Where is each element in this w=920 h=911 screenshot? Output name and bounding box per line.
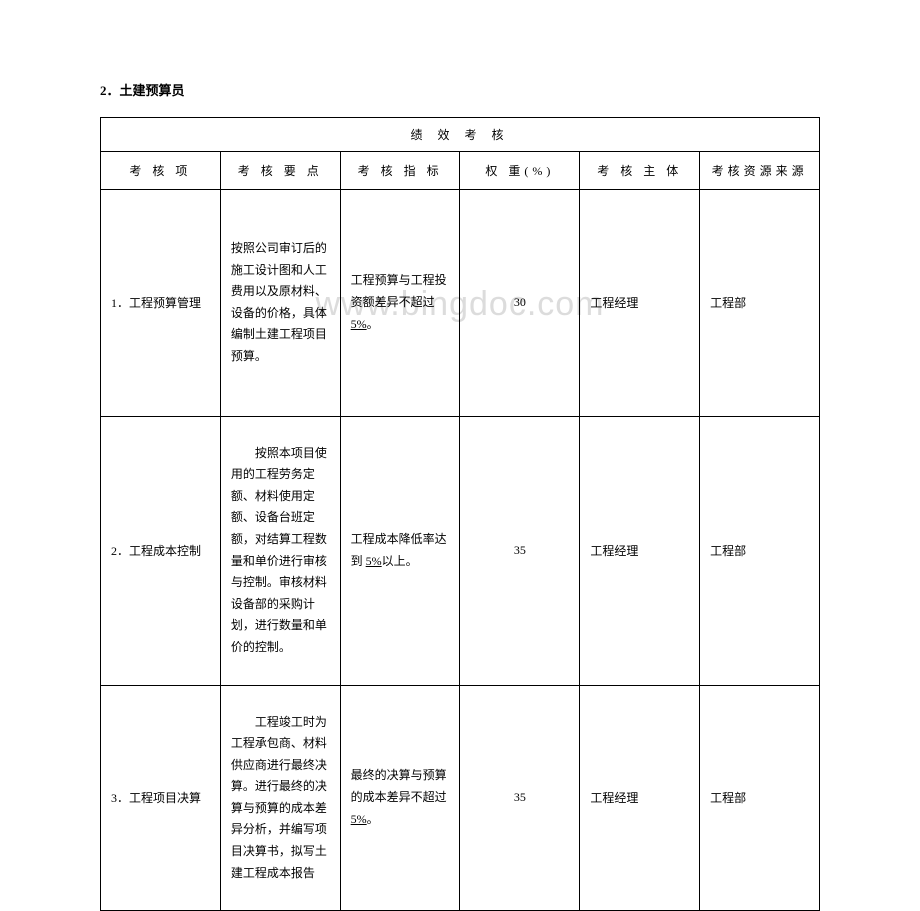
points-text: 工程竣工时为工程承包商、材料供应商进行最终决算。进行最终的决算与预算的成本差异分… — [231, 715, 327, 880]
section-title: 2．土建预算员 — [100, 80, 820, 99]
col-header-resource: 考核资源来源 — [700, 152, 820, 190]
cell-subject: 工程经理 — [580, 190, 700, 417]
cell-indicator: 最终的决算与预算的成本差异不超过 5%。 — [340, 685, 460, 911]
col-header-indicator: 考 核 指 标 — [340, 152, 460, 190]
table-body: 1．工程预算管理 按照公司审订后的施工设计图和人工费用以及原材料、设备的价格，具… — [101, 190, 820, 911]
table-row: 3．工程项目决算 工程竣工时为工程承包商、材料供应商进行最终决算。进行最终的决算… — [101, 685, 820, 911]
indicator-pre: 最终的决算与预算的成本差异不超过 — [351, 768, 447, 804]
table-row: 2．工程成本控制 按照本项目使用的工程劳务定额、材料使用定额、设备台班定额，对结… — [101, 416, 820, 685]
col-header-subject: 考 核 主 体 — [580, 152, 700, 190]
points-text: 按照本项目使用的工程劳务定额、材料使用定额、设备台班定额，对结算工程数量和单价进… — [231, 446, 327, 654]
cell-weight: 35 — [460, 685, 580, 911]
cell-indicator: 工程成本降低率达到 5%以上。 — [340, 416, 460, 685]
col-header-item: 考 核 项 — [101, 152, 221, 190]
cell-points: 按照公司审订后的施工设计图和人工费用以及原材料、设备的价格，具体编制土建工程项目… — [220, 190, 340, 417]
indicator-underline: 5% — [366, 554, 382, 568]
cell-indicator: 工程预算与工程投资额差异不超过 5%。 — [340, 190, 460, 417]
cell-item: 3．工程项目决算 — [101, 685, 221, 911]
cell-item: 1．工程预算管理 — [101, 190, 221, 417]
indicator-underline: 5% — [351, 812, 367, 826]
col-header-weight: 权 重(%) — [460, 152, 580, 190]
content-wrapper: 2．土建预算员 绩 效 考 核 考 核 项 考 核 要 点 考 核 指 标 权 … — [100, 80, 820, 911]
cell-item: 2．工程成本控制 — [101, 416, 221, 685]
indicator-underline: 5% — [351, 317, 367, 331]
indicator-pre: 工程预算与工程投资额差异不超过 — [351, 273, 447, 309]
indicator-post: 。 — [367, 317, 379, 331]
table-main-header: 绩 效 考 核 — [101, 118, 820, 152]
table-row: 1．工程预算管理 按照公司审订后的施工设计图和人工费用以及原材料、设备的价格，具… — [101, 190, 820, 417]
performance-table: 绩 效 考 核 考 核 项 考 核 要 点 考 核 指 标 权 重(%) 考 核… — [100, 117, 820, 911]
col-header-points: 考 核 要 点 — [220, 152, 340, 190]
cell-resource: 工程部 — [700, 416, 820, 685]
indicator-post: 以上。 — [382, 554, 418, 568]
cell-points: 工程竣工时为工程承包商、材料供应商进行最终决算。进行最终的决算与预算的成本差异分… — [220, 685, 340, 911]
points-text: 按照公司审订后的施工设计图和人工费用以及原材料、设备的价格，具体编制土建工程项目… — [231, 241, 327, 363]
cell-resource: 工程部 — [700, 190, 820, 417]
cell-weight: 35 — [460, 416, 580, 685]
cell-resource: 工程部 — [700, 685, 820, 911]
indicator-post: 。 — [367, 812, 379, 826]
cell-subject: 工程经理 — [580, 416, 700, 685]
cell-points: 按照本项目使用的工程劳务定额、材料使用定额、设备台班定额，对结算工程数量和单价进… — [220, 416, 340, 685]
cell-subject: 工程经理 — [580, 685, 700, 911]
cell-weight: 30 — [460, 190, 580, 417]
